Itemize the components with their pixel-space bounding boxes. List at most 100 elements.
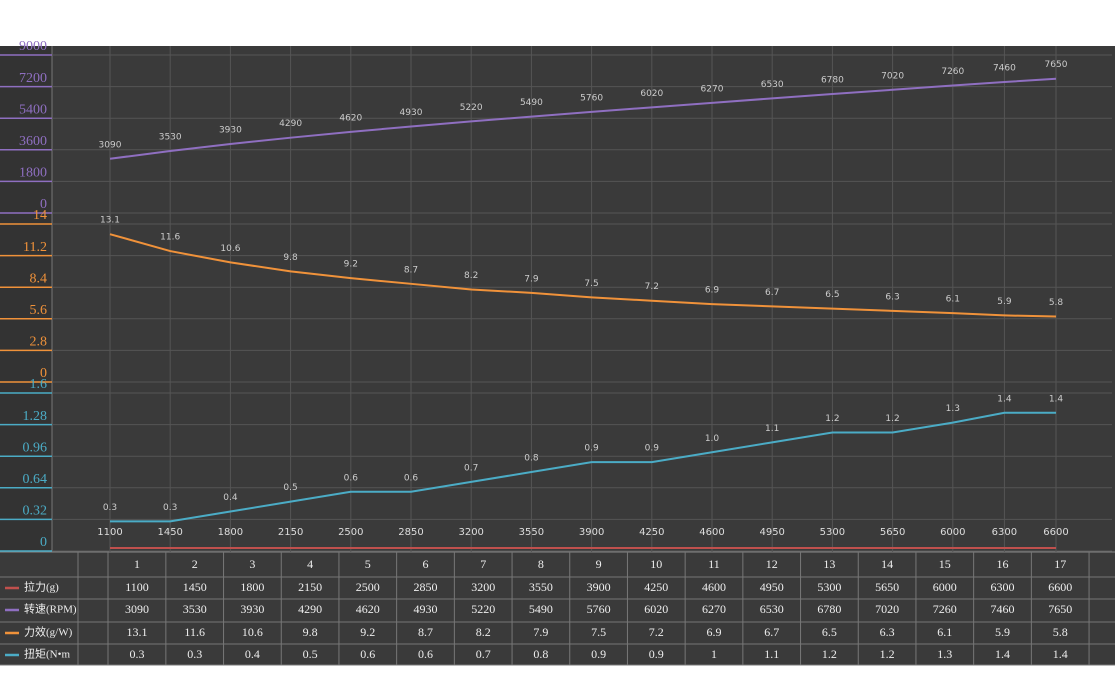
data-label: 9.8 <box>283 253 298 263</box>
table-cell: 6.3 <box>880 625 895 639</box>
table-header: 5 <box>365 557 371 571</box>
data-label: 4930 <box>400 108 423 118</box>
table-cell: 5760 <box>587 602 611 616</box>
data-label: 7.2 <box>645 282 659 292</box>
x-tick-label: 2150 <box>278 527 303 538</box>
x-tick-label: 4950 <box>759 527 784 538</box>
data-label: 7650 <box>1045 60 1068 70</box>
table-header: 14 <box>881 557 893 571</box>
legend-label: 拉力(g) <box>24 580 59 594</box>
table-cell: 6.5 <box>822 625 837 639</box>
table-cell: 7.5 <box>591 625 606 639</box>
data-label: 0.3 <box>103 503 117 513</box>
x-tick-label: 5650 <box>880 527 905 538</box>
table-cell: 6270 <box>702 602 726 616</box>
table-header: 13 <box>823 557 835 571</box>
table-cell: 3090 <box>125 602 149 616</box>
x-tick-label: 1450 <box>157 527 182 538</box>
table-cell: 5.8 <box>1053 625 1068 639</box>
table-cell: 9.2 <box>360 625 375 639</box>
table-cell: 1.1 <box>764 647 779 661</box>
table-cell: 4930 <box>414 602 438 616</box>
table-header: 15 <box>939 557 951 571</box>
table-cell: 2150 <box>298 580 322 594</box>
x-tick-label: 1800 <box>218 527 243 538</box>
y-tick-label: 0.32 <box>23 504 48 519</box>
x-tick-label: 3550 <box>519 527 544 538</box>
table-header: 3 <box>249 557 255 571</box>
table-header: 11 <box>708 557 720 571</box>
table-header: 9 <box>596 557 602 571</box>
table-header: 4 <box>307 557 313 571</box>
table-cell: 1.2 <box>822 647 837 661</box>
table-header: 2 <box>192 557 198 571</box>
table-cell: 10.6 <box>242 625 263 639</box>
table-cell: 1.4 <box>1053 647 1068 661</box>
y-tick-label: 5400 <box>19 102 47 117</box>
data-label: 6.5 <box>825 290 839 300</box>
table-cell: 3900 <box>587 580 611 594</box>
legend-label: 转速(RPM) <box>24 602 77 616</box>
table-cell: 0.4 <box>245 647 260 661</box>
legend-label: 力效(g/W) <box>24 625 73 639</box>
data-label: 7260 <box>941 67 964 77</box>
table-cell: 8.2 <box>476 625 491 639</box>
data-label: 0.9 <box>645 444 660 454</box>
table-cell: 11.6 <box>184 625 205 639</box>
table-cell: 5490 <box>529 602 553 616</box>
data-label: 5220 <box>460 103 483 113</box>
table-cell: 4600 <box>702 580 726 594</box>
data-label: 0.9 <box>584 444 599 454</box>
data-label: 11.6 <box>160 233 180 243</box>
table-cell: 1.2 <box>880 647 895 661</box>
x-tick-label: 6300 <box>992 527 1017 538</box>
table-cell: 3200 <box>471 580 495 594</box>
data-label: 6.1 <box>946 295 960 305</box>
data-label: 9.2 <box>344 260 358 270</box>
data-label: 5.9 <box>997 297 1012 307</box>
y-tick-label: 0 <box>40 197 47 212</box>
data-label: 0.6 <box>344 473 359 483</box>
data-label: 1.4 <box>1049 394 1064 404</box>
y-tick-label: 1.6 <box>30 377 48 392</box>
table-cell: 1800 <box>240 580 264 594</box>
data-label: 6020 <box>640 89 663 99</box>
table-cell: 13.1 <box>127 625 148 639</box>
table-cell: 0.3 <box>187 647 202 661</box>
y-tick-label: 2.8 <box>30 335 48 350</box>
data-label: 7460 <box>993 64 1016 74</box>
data-label: 3930 <box>219 126 242 136</box>
table-header: 7 <box>480 557 486 571</box>
table-cell: 5300 <box>817 580 841 594</box>
y-tick-label: 9000 <box>19 39 47 54</box>
table-cell: 1450 <box>183 580 207 594</box>
y-tick-label: 0 <box>40 366 47 381</box>
table-cell: 5220 <box>471 602 495 616</box>
table-cell: 6.7 <box>764 625 779 639</box>
data-label: 4620 <box>339 113 362 123</box>
data-label: 0.4 <box>223 493 238 503</box>
y-tick-label: 1.28 <box>23 409 48 424</box>
data-label: 1.4 <box>997 394 1012 404</box>
y-tick-label: 0 <box>40 535 47 550</box>
table-cell: 4950 <box>760 580 784 594</box>
table-cell: 9.8 <box>303 625 318 639</box>
table-cell: 4250 <box>644 580 668 594</box>
data-label: 3530 <box>159 133 182 143</box>
data-label: 5490 <box>520 98 543 108</box>
y-tick-label: 0.96 <box>23 440 48 455</box>
data-label: 1.3 <box>946 404 960 414</box>
data-label: 6.7 <box>765 288 779 298</box>
x-tick-label: 5300 <box>820 527 845 538</box>
table-header: 12 <box>766 557 778 571</box>
legend-label: 扭矩(N•m <box>24 647 70 661</box>
series-line <box>110 411 1056 523</box>
table-cell: 0.3 <box>130 647 145 661</box>
data-label: 1.2 <box>885 414 899 424</box>
x-tick-label: 2500 <box>338 527 363 538</box>
y-tick-label: 1800 <box>19 166 47 181</box>
table-cell: 2850 <box>414 580 438 594</box>
data-label: 13.1 <box>100 216 120 226</box>
table-cell: 0.8 <box>533 647 548 661</box>
data-label: 7.9 <box>524 274 539 284</box>
